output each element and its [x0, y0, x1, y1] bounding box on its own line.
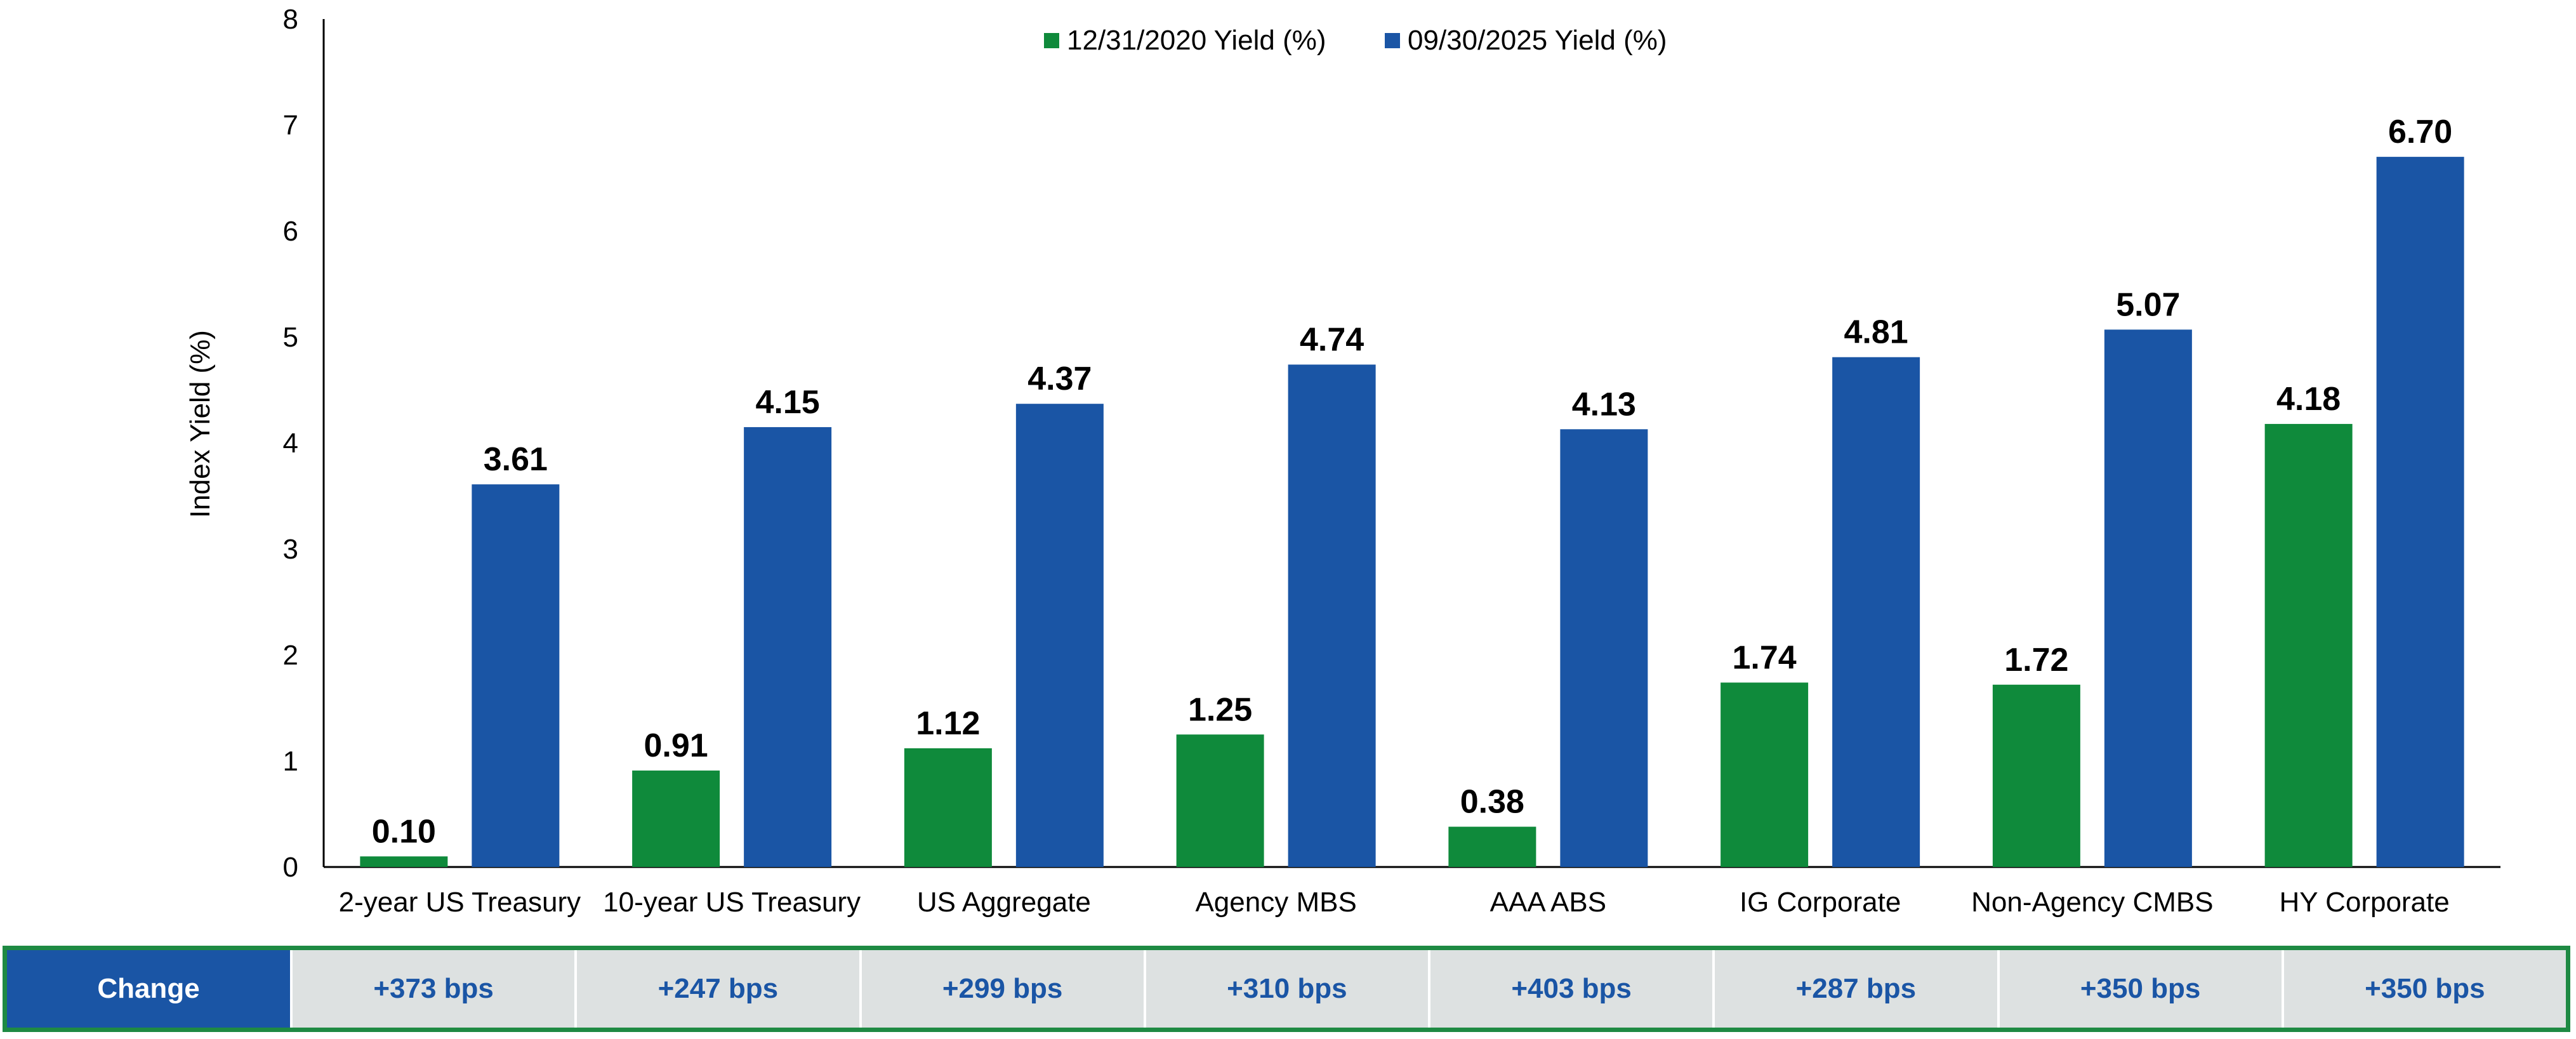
change-value-cell: +247 bps: [574, 950, 859, 1028]
data-label: 1.74: [1733, 639, 1797, 676]
bar-series-2: [1560, 429, 1648, 867]
change-value-cell: +373 bps: [290, 950, 575, 1028]
y-tick-label: 6: [283, 216, 298, 247]
data-label: 5.07: [2116, 286, 2180, 323]
bar-series-1: [1448, 826, 1536, 867]
y-tick-label: 4: [283, 428, 298, 459]
bar-series-1: [2264, 423, 2353, 867]
x-category-label: US Aggregate: [917, 887, 1091, 918]
change-value-cell: +350 bps: [2281, 950, 2566, 1028]
data-label: 1.25: [1188, 691, 1252, 728]
bar-series-2: [744, 427, 832, 867]
x-category-label: AAA ABS: [1490, 887, 1606, 918]
bar-series-2: [2104, 329, 2192, 867]
data-label: 6.70: [2388, 114, 2452, 150]
data-label: 0.10: [372, 813, 436, 850]
data-label: 4.81: [1844, 314, 1908, 351]
y-tick-label: 1: [283, 746, 298, 777]
legend-label: 12/31/2020 Yield (%): [1067, 25, 1326, 56]
data-label: 0.38: [1460, 784, 1524, 821]
bar-series-2: [2376, 157, 2464, 868]
data-label: 4.13: [1572, 386, 1636, 423]
change-value-cell: +350 bps: [1997, 950, 2282, 1028]
data-label: 4.18: [2276, 381, 2341, 418]
legend-label: 09/30/2025 Yield (%): [1408, 25, 1667, 56]
x-category-label: Agency MBS: [1195, 887, 1356, 918]
bar-series-2: [1015, 404, 1104, 867]
y-tick-label: 8: [283, 4, 298, 35]
bar-series-1: [1176, 734, 1264, 867]
data-label: 1.72: [2004, 642, 2068, 678]
x-category-label: HY Corporate: [2280, 887, 2450, 918]
change-value-cell: +299 bps: [859, 950, 1144, 1028]
x-category-label: 2-year US Treasury: [339, 887, 581, 918]
change-value-cell: +287 bps: [1712, 950, 1997, 1028]
y-tick-label: 3: [283, 534, 298, 565]
data-label: 4.74: [1300, 321, 1364, 358]
legend-swatch: [1385, 33, 1400, 48]
bar-series-1: [904, 748, 992, 867]
bar-series-1: [632, 771, 720, 867]
y-axis-title: Index Yield (%): [185, 330, 216, 518]
data-label: 4.15: [756, 384, 820, 421]
bar-series-2: [1832, 357, 1920, 867]
y-tick-label: 2: [283, 640, 298, 671]
change-value-cell: +403 bps: [1428, 950, 1713, 1028]
x-category-label: 10-year US Treasury: [603, 887, 861, 918]
change-header: Change: [7, 950, 290, 1028]
y-tick-label: 5: [283, 322, 298, 353]
bar-series-2: [1288, 364, 1376, 867]
bar-series-1: [1992, 684, 2080, 867]
bar-chart: 0 1 2 3 4 5 6 7 8 Index Yield (%) 0.10 3.61 2-year U…: [185, 4, 2500, 918]
data-label: 1.12: [916, 705, 980, 742]
x-category-label: IG Corporate: [1740, 887, 1901, 918]
bar-series-1: [360, 856, 448, 867]
y-tick-label: 0: [283, 852, 298, 883]
change-table: Change +373 bps +247 bps +299 bps +310 bps +…: [3, 946, 2570, 1032]
data-label: 0.91: [644, 727, 708, 764]
legend-swatch: [1044, 33, 1059, 48]
x-category-label: Non-Agency CMBS: [1971, 887, 2213, 918]
bar-series-2: [472, 484, 560, 867]
y-tick-label: 7: [283, 110, 298, 141]
change-value-cell: +310 bps: [1143, 950, 1428, 1028]
bar-series-1: [1721, 682, 1809, 867]
data-label: 4.37: [1027, 361, 1092, 397]
data-label: 3.61: [484, 441, 548, 478]
